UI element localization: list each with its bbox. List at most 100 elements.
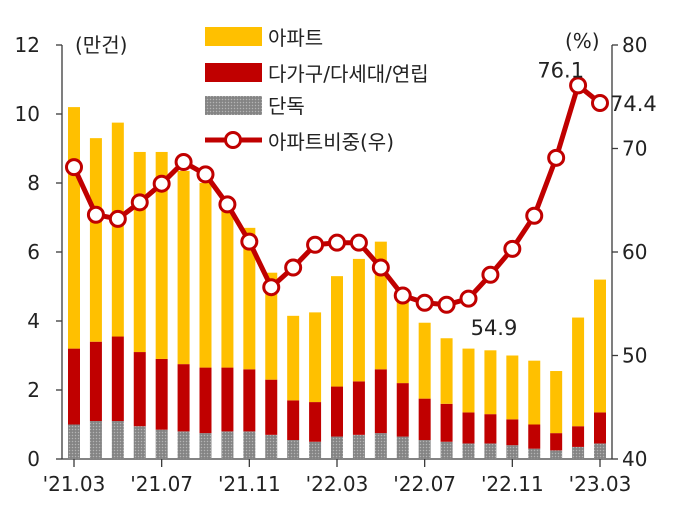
line-point-20 bbox=[481, 265, 500, 284]
line-point-7 bbox=[196, 165, 215, 184]
bar-detached-2 bbox=[89, 421, 102, 459]
line-point-1 bbox=[65, 158, 83, 177]
line-point-8 bbox=[218, 195, 237, 214]
bar-apartment-4 bbox=[133, 151, 146, 353]
bar-multi-family-11 bbox=[287, 400, 300, 441]
x-tick-label: '21.07 bbox=[130, 472, 193, 496]
bar-detached-15 bbox=[374, 433, 387, 459]
bar-multi-family-1 bbox=[68, 348, 80, 425]
bar-apartment-14 bbox=[352, 258, 365, 382]
bar-detached-11 bbox=[287, 440, 300, 459]
legend-swatch-apartment-share-marker bbox=[224, 131, 242, 149]
bar-multi-family-8 bbox=[221, 367, 234, 432]
legend-swatch-detached bbox=[205, 96, 262, 115]
line-point-9 bbox=[240, 232, 259, 251]
bar-detached-5 bbox=[155, 429, 168, 459]
y-right-tick-label: 70 bbox=[622, 137, 647, 161]
line-point-24 bbox=[569, 76, 588, 95]
bar-multi-family-7 bbox=[199, 367, 212, 434]
x-tick-label: '22.07 bbox=[393, 472, 456, 496]
line-point-5 bbox=[152, 174, 171, 193]
y-right-tick-label: 80 bbox=[622, 33, 647, 57]
bar-multi-family-9 bbox=[243, 369, 256, 432]
y-left-tick-label: 2 bbox=[27, 378, 40, 402]
y-left-tick-label: 10 bbox=[15, 102, 40, 126]
line-point-17 bbox=[415, 293, 434, 312]
line-point-3 bbox=[108, 209, 127, 228]
legend-swatch-apartment bbox=[205, 27, 262, 46]
line-point-4 bbox=[130, 193, 149, 212]
bar-detached-14 bbox=[352, 434, 365, 459]
bar-multi-family-22 bbox=[528, 424, 541, 449]
x-tick-label: '21.11 bbox=[218, 472, 281, 496]
bar-apartment-24 bbox=[572, 317, 585, 427]
y-left-tick-label: 0 bbox=[27, 447, 40, 471]
bar-multi-family-13 bbox=[331, 386, 343, 437]
bar-detached-25 bbox=[594, 443, 606, 459]
line-point-23 bbox=[547, 148, 566, 167]
line-point-13 bbox=[328, 233, 346, 252]
bar-apartment-9 bbox=[243, 227, 256, 370]
bar-detached-9 bbox=[243, 431, 256, 459]
bar-apartment-16 bbox=[396, 291, 409, 384]
bar-multi-family-23 bbox=[550, 433, 563, 451]
bar-detached-19 bbox=[462, 443, 475, 459]
data-labels: 54.9 76.1 74.4 bbox=[471, 58, 657, 339]
right-axis-unit: (%) bbox=[565, 29, 600, 53]
line-point-2 bbox=[86, 205, 105, 224]
bar-multi-family-17 bbox=[418, 398, 431, 441]
apartment-share-line-path bbox=[71, 82, 602, 308]
y-left-tick-label: 4 bbox=[27, 309, 40, 333]
bar-multi-family-4 bbox=[133, 352, 146, 427]
line-point-18 bbox=[437, 295, 456, 314]
bar-apartment-17 bbox=[418, 322, 431, 399]
bar-multi-family-5 bbox=[155, 358, 168, 430]
stacked-bars bbox=[68, 107, 606, 459]
legend-swatch-multi-family bbox=[205, 63, 262, 82]
data-label: 74.4 bbox=[610, 92, 657, 116]
y-left-tick-label: 8 bbox=[27, 171, 40, 195]
bar-apartment-5 bbox=[155, 151, 168, 359]
line-point-21 bbox=[503, 239, 522, 258]
bar-detached-20 bbox=[484, 443, 497, 459]
bar-detached-21 bbox=[506, 445, 519, 459]
bar-apartment-8 bbox=[221, 200, 234, 368]
bar-apartment-11 bbox=[287, 315, 300, 401]
apartment-share-line bbox=[65, 76, 609, 314]
bar-multi-family-6 bbox=[177, 364, 190, 432]
bar-apartment-19 bbox=[462, 348, 475, 413]
y-right-tick-label: 50 bbox=[622, 344, 647, 368]
data-label: 54.9 bbox=[471, 316, 518, 340]
legend-label-apartment: 아파트 bbox=[268, 26, 323, 50]
bar-detached-10 bbox=[265, 434, 278, 459]
bar-apartment-10 bbox=[265, 272, 278, 380]
legend-label-detached: 단독 bbox=[268, 94, 305, 118]
bar-multi-family-15 bbox=[374, 369, 387, 434]
bar-multi-family-20 bbox=[484, 414, 497, 444]
bar-detached-13 bbox=[331, 436, 343, 459]
bar-apartment-20 bbox=[484, 350, 497, 415]
bar-multi-family-3 bbox=[111, 336, 124, 422]
bar-apartment-18 bbox=[440, 338, 453, 404]
bar-multi-family-19 bbox=[462, 412, 475, 444]
line-point-12 bbox=[306, 235, 325, 254]
bar-detached-17 bbox=[418, 440, 431, 459]
line-point-15 bbox=[371, 258, 390, 277]
bar-detached-8 bbox=[221, 431, 234, 459]
data-label: 76.1 bbox=[537, 58, 584, 82]
line-point-11 bbox=[284, 258, 303, 277]
bar-detached-6 bbox=[177, 431, 190, 459]
legend-label-apartment-share: 아파트비중(우) bbox=[268, 130, 394, 154]
bar-detached-22 bbox=[528, 448, 541, 459]
bar-detached-7 bbox=[199, 433, 212, 459]
line-point-14 bbox=[349, 233, 368, 252]
x-tick-label: '23.03 bbox=[569, 472, 632, 496]
line-point-10 bbox=[262, 278, 281, 297]
bar-detached-23 bbox=[550, 450, 563, 459]
bar-apartment-6 bbox=[177, 170, 190, 365]
line-point-16 bbox=[393, 286, 412, 305]
line-point-6 bbox=[174, 152, 193, 171]
y-right-tick-label: 60 bbox=[622, 240, 647, 264]
bar-multi-family-24 bbox=[572, 426, 585, 447]
